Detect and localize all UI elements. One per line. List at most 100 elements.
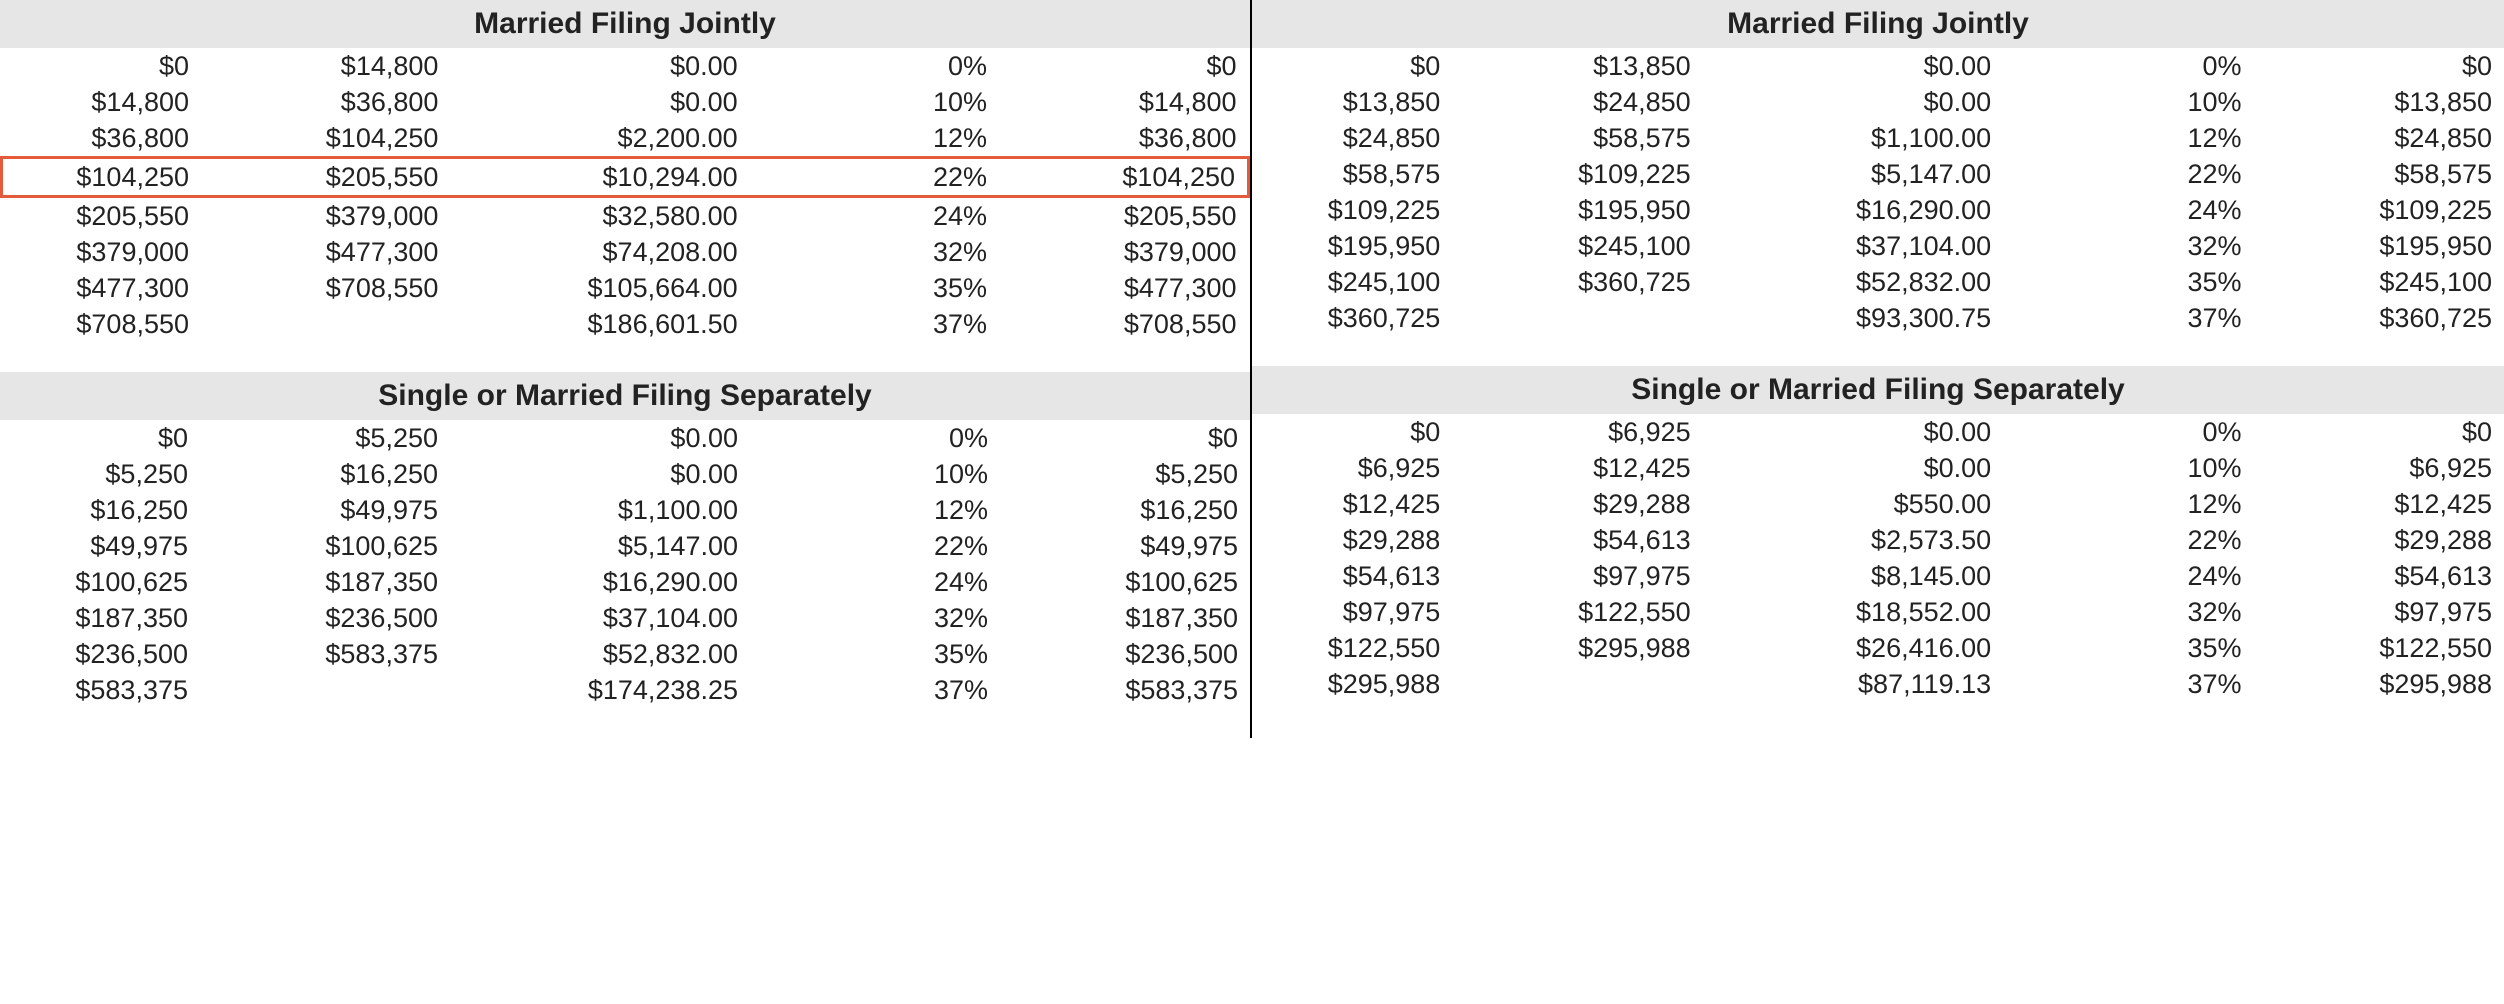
table-cell: 24% xyxy=(750,564,1000,600)
table-row: $49,975$100,625$5,147.0022%$49,975 xyxy=(0,528,1250,564)
table-cell: 24% xyxy=(2003,192,2253,228)
table-cell: $236,500 xyxy=(200,600,450,636)
table-cell: 12% xyxy=(2003,120,2253,156)
table-cell: $97,975 xyxy=(2254,594,2504,630)
table-cell: $360,725 xyxy=(2254,300,2504,336)
table-cell: $54,613 xyxy=(1252,558,1452,594)
left-single-tbody: $0$5,250$0.000%$0$5,250$16,250$0.0010%$5… xyxy=(0,420,1250,708)
table-cell: 24% xyxy=(2003,558,2253,594)
table-cell: $14,800 xyxy=(999,84,1248,120)
table-cell: 37% xyxy=(2003,666,2253,702)
right-mfj-tbody: $0$13,850$0.000%$0$13,850$24,850$0.0010%… xyxy=(1252,48,2504,336)
table-cell: $13,850 xyxy=(1452,48,1702,84)
table-row: $0$14,800$0.000%$0 xyxy=(2,48,1249,84)
table-row: $29,288$54,613$2,573.5022%$29,288 xyxy=(1252,522,2504,558)
table-cell xyxy=(201,306,450,342)
table-cell: $0 xyxy=(1000,420,1250,456)
table-cell: $583,375 xyxy=(200,636,450,672)
table-cell: $195,950 xyxy=(2254,228,2504,264)
left-mfj-header: Married Filing Jointly xyxy=(0,0,1250,48)
table-row: $236,500$583,375$52,832.0035%$236,500 xyxy=(0,636,1250,672)
table-cell: $100,625 xyxy=(200,528,450,564)
table-cell: $36,800 xyxy=(999,120,1248,158)
table-cell: $0 xyxy=(2254,48,2504,84)
table-row: $97,975$122,550$18,552.0032%$97,975 xyxy=(1252,594,2504,630)
table-cell: $708,550 xyxy=(201,270,450,306)
table-cell: $0.00 xyxy=(1703,84,2003,120)
table-cell: $2,200.00 xyxy=(450,120,749,158)
right-single-tbody: $0$6,925$0.000%$0$6,925$12,425$0.0010%$6… xyxy=(1252,414,2504,702)
table-cell: $0 xyxy=(2,48,202,84)
table-cell: $205,550 xyxy=(201,158,450,197)
table-row: $0$13,850$0.000%$0 xyxy=(1252,48,2504,84)
table-cell: 35% xyxy=(2003,264,2253,300)
table-cell: $52,832.00 xyxy=(1703,264,2003,300)
table-cell: $109,225 xyxy=(2254,192,2504,228)
table-cell: $186,601.50 xyxy=(450,306,749,342)
table-cell: $37,104.00 xyxy=(1703,228,2003,264)
table-cell xyxy=(1452,300,1702,336)
table-row: $109,225$195,950$16,290.0024%$109,225 xyxy=(1252,192,2504,228)
table-cell: $100,625 xyxy=(0,564,200,600)
table-cell: $187,350 xyxy=(0,600,200,636)
table-row: $295,988$87,119.1337%$295,988 xyxy=(1252,666,2504,702)
table-cell: $18,552.00 xyxy=(1703,594,2003,630)
table-cell: 0% xyxy=(2003,414,2253,450)
table-cell: $245,100 xyxy=(2254,264,2504,300)
table-cell: $100,625 xyxy=(1000,564,1250,600)
table-cell: 12% xyxy=(750,492,1000,528)
table-cell: $122,550 xyxy=(1252,630,1452,666)
table-row: $245,100$360,725$52,832.0035%$245,100 xyxy=(1252,264,2504,300)
table-cell: 0% xyxy=(750,48,999,84)
table-cell: $583,375 xyxy=(1000,672,1250,708)
table-row: $54,613$97,975$8,145.0024%$54,613 xyxy=(1252,558,2504,594)
table-cell: $205,550 xyxy=(2,197,202,235)
table-cell: 37% xyxy=(750,306,999,342)
table-cell: $24,850 xyxy=(1452,84,1702,120)
table-cell: $58,575 xyxy=(1452,120,1702,156)
table-cell: $87,119.13 xyxy=(1703,666,2003,702)
table-cell: $1,100.00 xyxy=(1703,120,2003,156)
table-cell: $49,975 xyxy=(200,492,450,528)
table-cell: $13,850 xyxy=(1252,84,1452,120)
table-cell: $122,550 xyxy=(2254,630,2504,666)
left-mfj-table: $0$14,800$0.000%$0$14,800$36,800$0.0010%… xyxy=(0,48,1250,342)
table-cell: $104,250 xyxy=(201,120,450,158)
table-cell: $26,416.00 xyxy=(1703,630,2003,666)
table-cell: $104,250 xyxy=(2,158,202,197)
table-cell: 35% xyxy=(2003,630,2253,666)
right-single-table: $0$6,925$0.000%$0$6,925$12,425$0.0010%$6… xyxy=(1252,414,2504,702)
table-row: $24,850$58,575$1,100.0012%$24,850 xyxy=(1252,120,2504,156)
right-panel: Married Filing Jointly $0$13,850$0.000%$… xyxy=(1252,0,2504,738)
table-cell: $0 xyxy=(999,48,1248,84)
table-cell: $1,100.00 xyxy=(450,492,750,528)
table-cell: $0.00 xyxy=(450,456,750,492)
table-cell: $16,290.00 xyxy=(450,564,750,600)
table-cell xyxy=(1452,666,1702,702)
table-row: $104,250$205,550$10,294.0022%$104,250 xyxy=(2,158,1249,197)
table-row: $16,250$49,975$1,100.0012%$16,250 xyxy=(0,492,1250,528)
table-cell: $5,250 xyxy=(0,456,200,492)
table-cell: $24,850 xyxy=(2254,120,2504,156)
table-cell: $29,288 xyxy=(1452,486,1702,522)
table-cell: $74,208.00 xyxy=(450,234,749,270)
table-row: $379,000$477,300$74,208.0032%$379,000 xyxy=(2,234,1249,270)
table-cell: $5,250 xyxy=(200,420,450,456)
table-cell: 22% xyxy=(2003,156,2253,192)
table-cell: $0.00 xyxy=(1703,48,2003,84)
table-cell: 32% xyxy=(2003,594,2253,630)
left-single-table: $0$5,250$0.000%$0$5,250$16,250$0.0010%$5… xyxy=(0,420,1250,708)
table-cell: 32% xyxy=(750,600,1000,636)
table-row: $36,800$104,250$2,200.0012%$36,800 xyxy=(2,120,1249,158)
table-cell: $13,850 xyxy=(2254,84,2504,120)
table-cell: $6,925 xyxy=(1452,414,1702,450)
table-row: $360,725$93,300.7537%$360,725 xyxy=(1252,300,2504,336)
right-mfj-header: Married Filing Jointly xyxy=(1252,0,2504,48)
table-cell: $5,147.00 xyxy=(1703,156,2003,192)
table-row: $14,800$36,800$0.0010%$14,800 xyxy=(2,84,1249,120)
table-cell: $477,300 xyxy=(201,234,450,270)
table-cell: 0% xyxy=(750,420,1000,456)
table-cell: $97,975 xyxy=(1452,558,1702,594)
table-cell: $236,500 xyxy=(0,636,200,672)
table-cell: $12,425 xyxy=(1252,486,1452,522)
